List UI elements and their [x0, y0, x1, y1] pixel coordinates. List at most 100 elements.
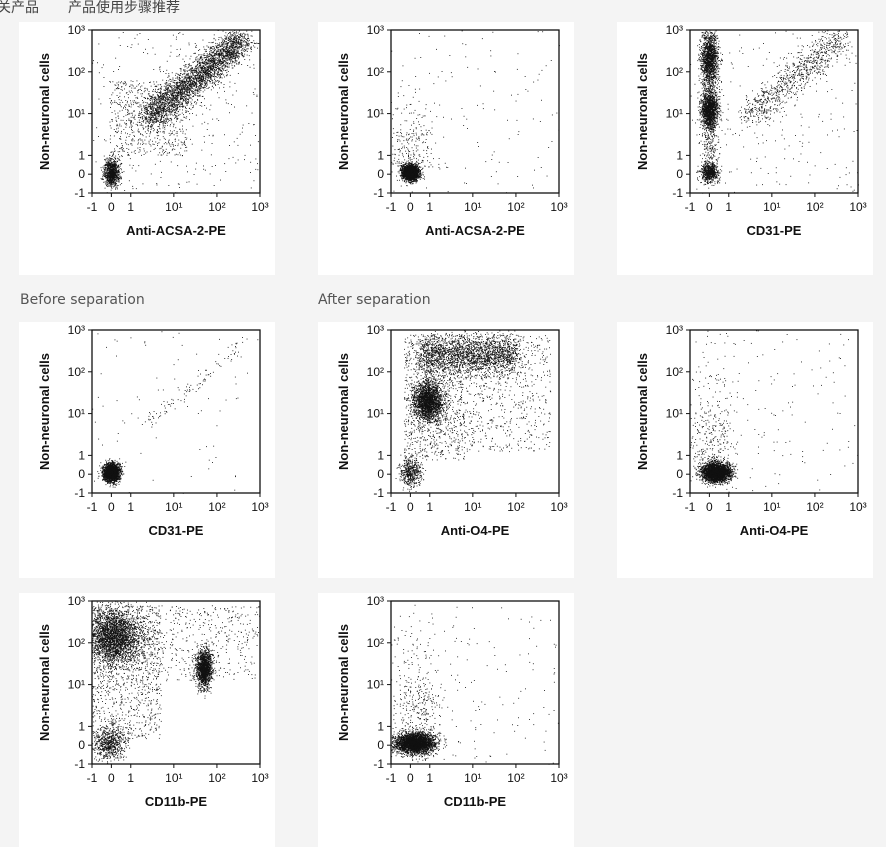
event-point	[211, 50, 212, 52]
event-point	[186, 81, 188, 82]
event-point	[111, 170, 113, 172]
event-point	[114, 176, 116, 178]
event-point	[196, 89, 198, 91]
event-point	[139, 117, 141, 118]
event-point	[143, 120, 145, 121]
event-point	[158, 104, 160, 106]
event-point	[119, 123, 121, 125]
event-point	[182, 125, 183, 127]
event-point	[118, 154, 119, 156]
event-point	[105, 176, 107, 178]
event-point	[111, 181, 113, 183]
event-point	[174, 85, 176, 86]
event-point	[248, 123, 250, 124]
event-point	[185, 64, 187, 65]
event-point	[225, 54, 227, 56]
event-point	[172, 77, 174, 79]
event-point	[222, 69, 224, 71]
event-point	[166, 88, 168, 90]
event-point	[230, 38, 232, 40]
event-point	[229, 56, 231, 57]
event-point	[105, 176, 107, 178]
event-point	[233, 49, 235, 51]
event-point	[227, 49, 229, 51]
event-point	[157, 112, 159, 114]
event-point	[179, 187, 180, 188]
event-point	[237, 35, 238, 36]
event-point	[199, 78, 201, 79]
event-point	[218, 61, 220, 63]
nav-item-usage-steps[interactable]: 产品使用步骤推荐	[68, 0, 180, 17]
event-point	[109, 81, 111, 82]
event-point	[226, 50, 228, 52]
event-point	[135, 188, 137, 190]
event-point	[238, 63, 240, 65]
event-point	[186, 91, 188, 92]
event-point	[178, 75, 180, 77]
event-point	[185, 78, 187, 80]
event-point	[108, 158, 110, 160]
event-point	[127, 144, 129, 146]
event-point	[157, 84, 159, 86]
x-tick-label: 0	[108, 200, 115, 214]
event-point	[245, 46, 246, 48]
event-point	[191, 70, 192, 71]
event-point	[114, 168, 116, 170]
event-point	[222, 72, 223, 74]
event-point	[196, 73, 198, 75]
event-point	[158, 108, 160, 110]
event-point	[160, 88, 161, 90]
event-point	[181, 97, 182, 99]
event-point	[209, 64, 211, 66]
event-point	[200, 90, 202, 91]
event-point	[149, 133, 151, 135]
event-point	[116, 176, 118, 177]
event-point	[116, 169, 118, 171]
event-point	[198, 80, 200, 82]
event-point	[221, 38, 223, 40]
event-point	[210, 77, 212, 79]
event-point	[230, 56, 232, 58]
event-point	[218, 81, 219, 83]
event-point	[206, 57, 208, 59]
event-point	[131, 120, 133, 122]
event-point	[163, 104, 165, 106]
event-point	[104, 170, 106, 172]
event-point	[150, 119, 151, 121]
event-point	[211, 54, 213, 56]
event-point	[190, 75, 192, 77]
event-point	[163, 71, 164, 72]
event-point	[197, 67, 199, 69]
event-point	[113, 153, 114, 155]
event-point	[165, 100, 166, 101]
event-point	[110, 142, 111, 144]
event-point	[174, 89, 176, 91]
event-point	[103, 169, 105, 171]
event-point	[197, 88, 199, 90]
event-point	[245, 50, 247, 52]
event-point	[182, 96, 184, 98]
event-point	[209, 62, 211, 64]
event-point	[205, 57, 206, 58]
event-point	[174, 86, 176, 88]
event-point	[198, 60, 199, 62]
event-point	[215, 70, 217, 72]
nav-item-related-products[interactable]: 关产品	[0, 0, 39, 17]
event-point	[202, 54, 204, 56]
event-point	[119, 176, 121, 178]
event-point	[179, 77, 180, 79]
event-point	[212, 62, 214, 64]
event-point	[160, 121, 161, 123]
event-point	[195, 162, 197, 164]
event-point	[113, 172, 115, 174]
event-point	[230, 60, 232, 62]
event-point	[113, 163, 115, 165]
event-point	[113, 129, 115, 130]
event-point	[162, 96, 164, 98]
event-point	[212, 60, 214, 61]
event-point	[111, 156, 113, 157]
event-point	[193, 85, 195, 87]
event-point	[233, 58, 235, 59]
event-point	[120, 132, 122, 134]
event-point	[238, 43, 240, 45]
